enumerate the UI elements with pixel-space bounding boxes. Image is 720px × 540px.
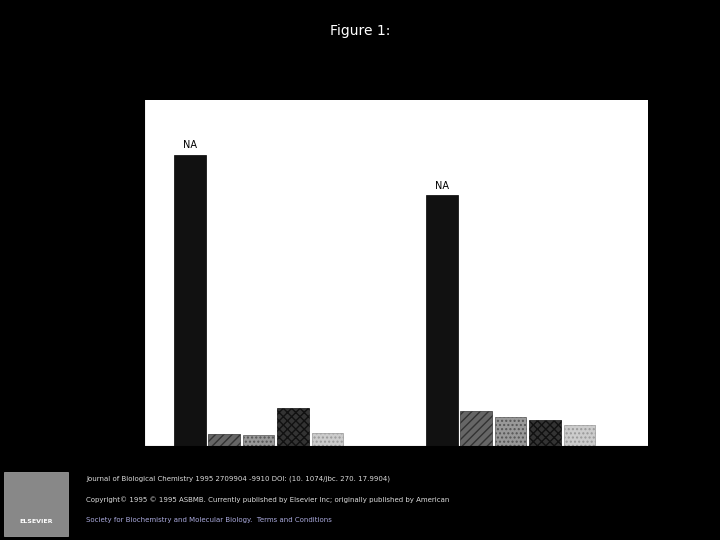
Text: 100X
LPS: 100X LPS	[467, 460, 486, 480]
Bar	[174, 154, 206, 445]
Text: ELSEVIER: ELSEVIER	[19, 519, 53, 524]
Bar	[208, 434, 240, 446]
Text: Copyright© 1995 © 1995 ASBMB. Currently published by Elsevier Inc; originally pu: Copyright© 1995 © 1995 ASBMB. Currently …	[86, 496, 450, 503]
Text: Society for Biochemistry and Molecular Biology.  Terms and Conditions: Society for Biochemistry and Molecular B…	[86, 517, 332, 523]
Bar	[312, 433, 343, 446]
Text: CD14
mAb: CD14 mAb	[317, 460, 338, 480]
Bar	[426, 195, 458, 446]
Bar	[495, 417, 526, 445]
Text: 100X
dLPS: 100X dLPS	[500, 460, 521, 480]
Text: 100X
cLPS: 100X cLPS	[248, 460, 269, 480]
FancyBboxPatch shape	[4, 472, 68, 536]
Bar	[277, 408, 309, 446]
Bar	[529, 420, 561, 446]
Text: 100X
LPS: 100X LPS	[215, 460, 234, 480]
Y-axis label: Bound, molecules/cell
(thousands): Bound, molecules/cell (thousands)	[77, 208, 105, 338]
Text: NA: NA	[183, 140, 197, 150]
Text: CD14
mAb: CD14 mAb	[569, 460, 590, 480]
Bar	[243, 435, 274, 445]
Text: No
LBP: No LBP	[286, 460, 300, 480]
Text: Journal of Biological Chemistry 1995 2709904 -9910 DOI: (10. 1074/jbc. 270. 17.9: Journal of Biological Chemistry 1995 270…	[86, 476, 390, 482]
Text: No
LBP: No LBP	[538, 460, 552, 480]
Bar	[460, 411, 492, 446]
Bar	[564, 426, 595, 446]
Text: Figure 1:: Figure 1:	[330, 24, 390, 38]
Text: NA: NA	[435, 180, 449, 191]
